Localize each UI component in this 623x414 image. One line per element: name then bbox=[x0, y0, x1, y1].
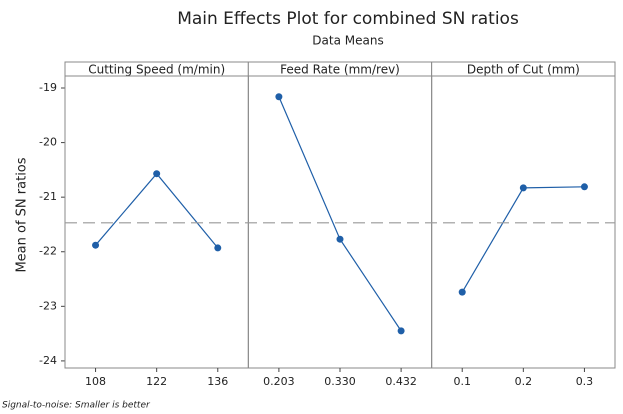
point bbox=[153, 170, 161, 178]
point bbox=[397, 327, 405, 335]
y-tick-label: -20 bbox=[39, 136, 57, 149]
x-tick-label: 122 bbox=[146, 375, 167, 388]
x-tick-label: 0.3 bbox=[576, 375, 594, 388]
panel bbox=[431, 75, 616, 369]
point bbox=[92, 241, 100, 249]
line bbox=[278, 96, 402, 332]
y-tick-label: -23 bbox=[39, 299, 57, 312]
panel-title: Cutting Speed (m/min) bbox=[88, 63, 225, 77]
point bbox=[336, 235, 344, 243]
x-tick-label: 0.432 bbox=[385, 375, 417, 388]
line bbox=[95, 172, 219, 249]
x-tick-label: 0.2 bbox=[515, 375, 533, 388]
panel bbox=[64, 75, 249, 369]
y-tick-label: -21 bbox=[39, 190, 57, 203]
point bbox=[458, 288, 466, 296]
line bbox=[461, 186, 585, 293]
panel bbox=[247, 75, 433, 369]
x-tick-label: 0.330 bbox=[324, 375, 356, 388]
y-axis-label: Mean of SN ratios bbox=[15, 157, 30, 272]
point bbox=[214, 244, 222, 252]
y-tick-label: -24 bbox=[39, 354, 57, 367]
x-tick-label: 0.1 bbox=[453, 375, 471, 388]
point bbox=[519, 184, 527, 192]
chart-title: Main Effects Plot for combined SN ratios bbox=[177, 9, 519, 29]
x-tick-label: 108 bbox=[85, 375, 106, 388]
point bbox=[275, 93, 283, 101]
x-tick-label: 136 bbox=[207, 375, 228, 388]
x-tick-label: 0.203 bbox=[263, 375, 295, 388]
point bbox=[580, 183, 588, 191]
panel-title: Feed Rate (mm/rev) bbox=[280, 63, 400, 77]
panel-title: Depth of Cut (mm) bbox=[467, 63, 580, 77]
chart-subtitle: Data Means bbox=[312, 34, 383, 48]
y-tick-label: -19 bbox=[39, 81, 57, 94]
y-tick-label: -22 bbox=[39, 245, 57, 258]
footnote: Signal-to-noise: Smaller is better bbox=[2, 401, 151, 411]
